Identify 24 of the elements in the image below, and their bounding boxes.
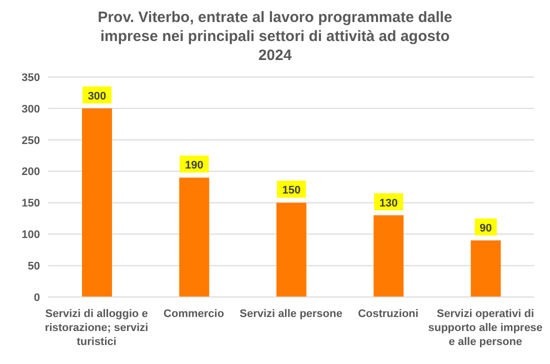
x-tick-label: Costruzioni: [358, 308, 418, 320]
x-tick-label: Servizi alle persone: [240, 308, 342, 320]
bar: [276, 202, 306, 297]
data-label: 300: [88, 90, 106, 102]
y-tick-label: 300: [22, 103, 40, 116]
x-tick-label: Servizi di alloggio e ristorazione; servizi turistici: [44, 308, 148, 348]
x-tick-label: Commercio: [164, 308, 224, 320]
bar: [374, 215, 404, 297]
data-label: 190: [185, 160, 204, 172]
y-tick-label: 250: [22, 134, 40, 147]
data-label: 130: [379, 197, 398, 210]
bar: [179, 178, 210, 297]
bar: [82, 108, 112, 297]
y-tick-label: 50: [28, 260, 40, 272]
y-tick-label: 200: [22, 166, 40, 178]
x-tick-label: Servizi operativi di supporto alle imprese e alle persone: [428, 308, 543, 348]
bar: [470, 240, 501, 297]
chart-title: Prov. Viterbo, entrate al lavoro programmate dalle imprese nei principali settori di attività ad agosto 2024: [96, 8, 454, 65]
data-label: 150: [282, 184, 301, 197]
y-tick-label: 150: [22, 198, 40, 210]
y-tick-label: 350: [22, 72, 40, 84]
y-tick-label: 0: [34, 292, 40, 304]
data-label: 90: [480, 222, 492, 234]
y-tick-label: 100: [22, 229, 40, 242]
